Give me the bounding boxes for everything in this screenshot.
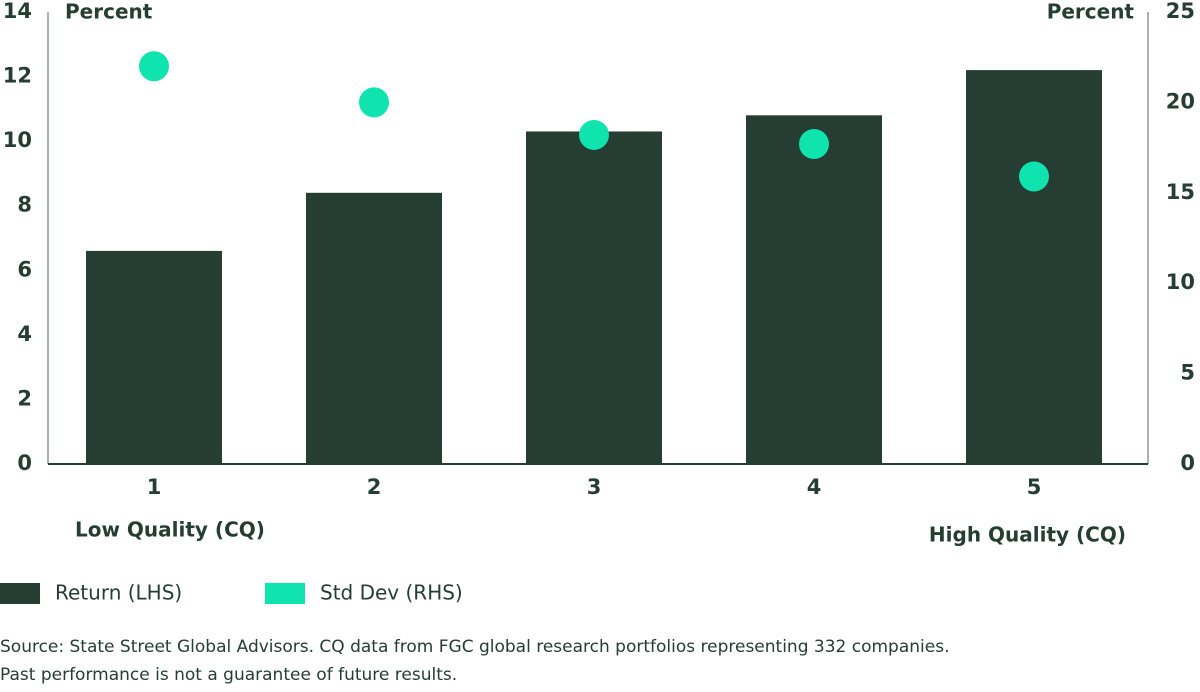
dot [1019, 161, 1049, 192]
source-note: Past performance is not a guarantee of f… [0, 665, 457, 685]
y-tick-label: 10 [3, 128, 32, 152]
y-tick-label: 4 [17, 322, 32, 346]
bar [746, 115, 882, 465]
bar [306, 192, 442, 465]
bar [526, 131, 662, 464]
y-tick-label: 12 [3, 64, 32, 88]
annotation: Low Quality (CQ) [75, 518, 265, 542]
y2-tick-label: 20 [1166, 89, 1195, 113]
y2-tick-label: 5 [1180, 361, 1195, 385]
y-tick-label: 0 [17, 451, 32, 475]
dot [799, 128, 829, 159]
y-tick-label: 2 [17, 386, 32, 410]
x-tick-label: 2 [367, 475, 382, 499]
y-axis-label: Percent [65, 0, 153, 24]
y2-tick-label: 15 [1166, 180, 1195, 204]
bar [86, 250, 222, 464]
dot [359, 87, 389, 118]
y2-axis-label: Percent [1047, 0, 1135, 24]
x-tick-label: 3 [587, 475, 602, 499]
dot [579, 119, 609, 150]
annotation: High Quality (CQ) [929, 523, 1126, 547]
y-tick-label: 8 [17, 193, 32, 217]
source-note: Source: State Street Global Advisors. CQ… [0, 637, 950, 657]
legend-swatch [265, 583, 305, 604]
legend-swatch [0, 583, 40, 604]
x-tick-label: 5 [1027, 475, 1042, 499]
y2-tick-label: 0 [1180, 451, 1195, 475]
x-tick-label: 1 [147, 475, 162, 499]
bar [966, 70, 1102, 464]
x-tick-label: 4 [807, 475, 822, 499]
legend-label: Return (LHS) [55, 581, 182, 605]
y-tick-label: 6 [17, 257, 32, 281]
dot [139, 51, 169, 82]
y-tick-label: 14 [3, 0, 32, 23]
legend-label: Std Dev (RHS) [320, 581, 463, 605]
y2-tick-label: 10 [1166, 270, 1195, 294]
y2-tick-label: 25 [1166, 0, 1195, 23]
